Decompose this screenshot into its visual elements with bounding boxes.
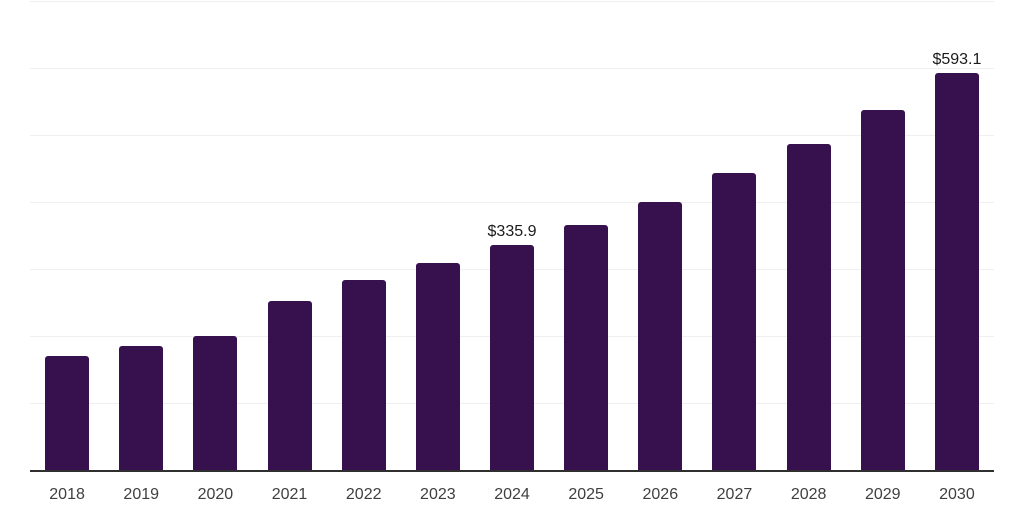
bar-2029 [860,110,905,470]
bar-2027 [712,173,757,470]
x-tick-label-2019: 2019 [123,486,160,503]
bar-2028 [786,144,831,470]
x-tick-label-2026: 2026 [642,486,679,503]
bar-2019 [119,346,164,470]
bar-2022 [341,280,386,470]
x-tick-label-2027: 2027 [716,486,753,503]
gridline-500 [30,135,994,136]
bar-2021 [267,301,312,470]
x-tick-label-2030: 2030 [939,486,975,503]
x-tick-label-2025: 2025 [568,486,604,503]
data-label-2024: $335.9 [487,222,537,240]
x-tick-label-2028: 2028 [790,486,827,503]
bar-2030 [934,72,979,470]
bar-2018 [45,356,90,470]
gridline-400 [30,202,994,203]
x-tick-label-2020: 2020 [197,486,234,503]
bar-2025 [564,225,609,470]
bar-2023 [415,263,460,470]
bar-2026 [638,202,683,470]
x-tick-label-2022: 2022 [345,486,382,503]
bar-2024 [490,244,534,470]
x-tick-label-2024: 2024 [494,486,530,503]
gridline-600 [30,68,994,69]
gridline-700 [30,1,994,2]
x-tick-label-2018: 2018 [49,486,85,503]
x-axis-line [30,470,994,472]
x-tick-label-2023: 2023 [420,486,456,503]
data-label-2030: $593.1 [932,50,982,68]
x-tick-label-2021: 2021 [271,486,308,503]
x-tick-label-2029: 2029 [864,486,901,503]
bar-2020 [193,336,238,470]
